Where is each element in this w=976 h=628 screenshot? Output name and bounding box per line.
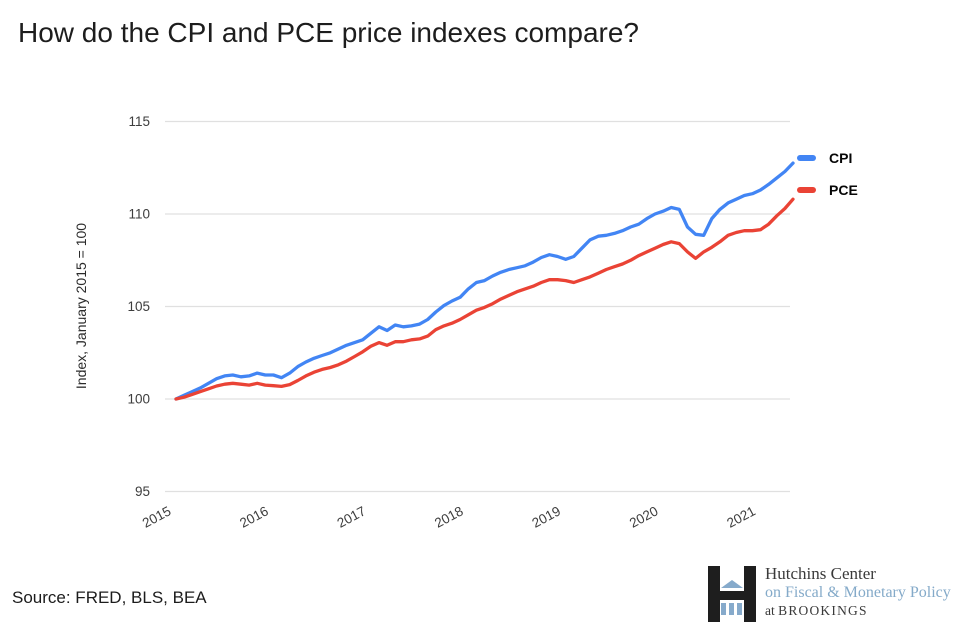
legend-item-pce: PCE [797,182,858,198]
x-tick-label-2019: 2019 [530,503,564,530]
x-tick-label-2021: 2021 [724,503,758,530]
page-title: How do the CPI and PCE price indexes com… [18,17,639,48]
cpi-swatch-icon [797,155,816,161]
logo-h-right-bar [744,566,756,622]
logo-crossbar [719,591,745,600]
x-tick-label-2017: 2017 [335,503,369,530]
y-tick-label-110: 110 [128,207,150,222]
y-tick-label-95: 95 [135,484,150,499]
chart-legend: CPI PCE [797,150,858,214]
logo-columns-icon [721,603,742,615]
y-tick-label-105: 105 [127,299,150,314]
logo-tagline: on Fiscal & Monetary Policy [765,584,951,601]
x-tick-label-2018: 2018 [432,503,466,530]
legend-item-cpi: CPI [797,150,858,166]
hutchins-center-logo: Hutchins Center on Fiscal & Monetary Pol… [708,564,970,624]
source-note: Source: FRED, BLS, BEA [12,588,207,607]
legend-label-cpi: CPI [829,150,853,166]
legend-label-pce: PCE [829,182,858,198]
series-line-pce [174,197,795,401]
x-tick-label-2016: 2016 [237,503,271,530]
logo-brookings-line: at BROOKINGS [765,603,868,618]
logo-pediment-icon [721,580,743,588]
y-tick-label-115: 115 [128,114,150,129]
y-tick-label-100: 100 [127,392,150,407]
pce-swatch-icon [797,187,816,193]
logo-h-left-bar [708,566,720,622]
hutchins-h-logo-icon [708,566,756,622]
x-tick-label-2020: 2020 [627,503,661,530]
logo-org-name: Hutchins Center [765,564,876,583]
brookings-wordmark: BROOKINGS [778,603,868,618]
series-line-cpi [174,161,795,401]
y-axis-title: Index, January 2015 = 100 [73,222,89,390]
x-tick-label-2015: 2015 [140,503,174,530]
logo-text: Hutchins Center on Fiscal & Monetary Pol… [765,564,951,620]
